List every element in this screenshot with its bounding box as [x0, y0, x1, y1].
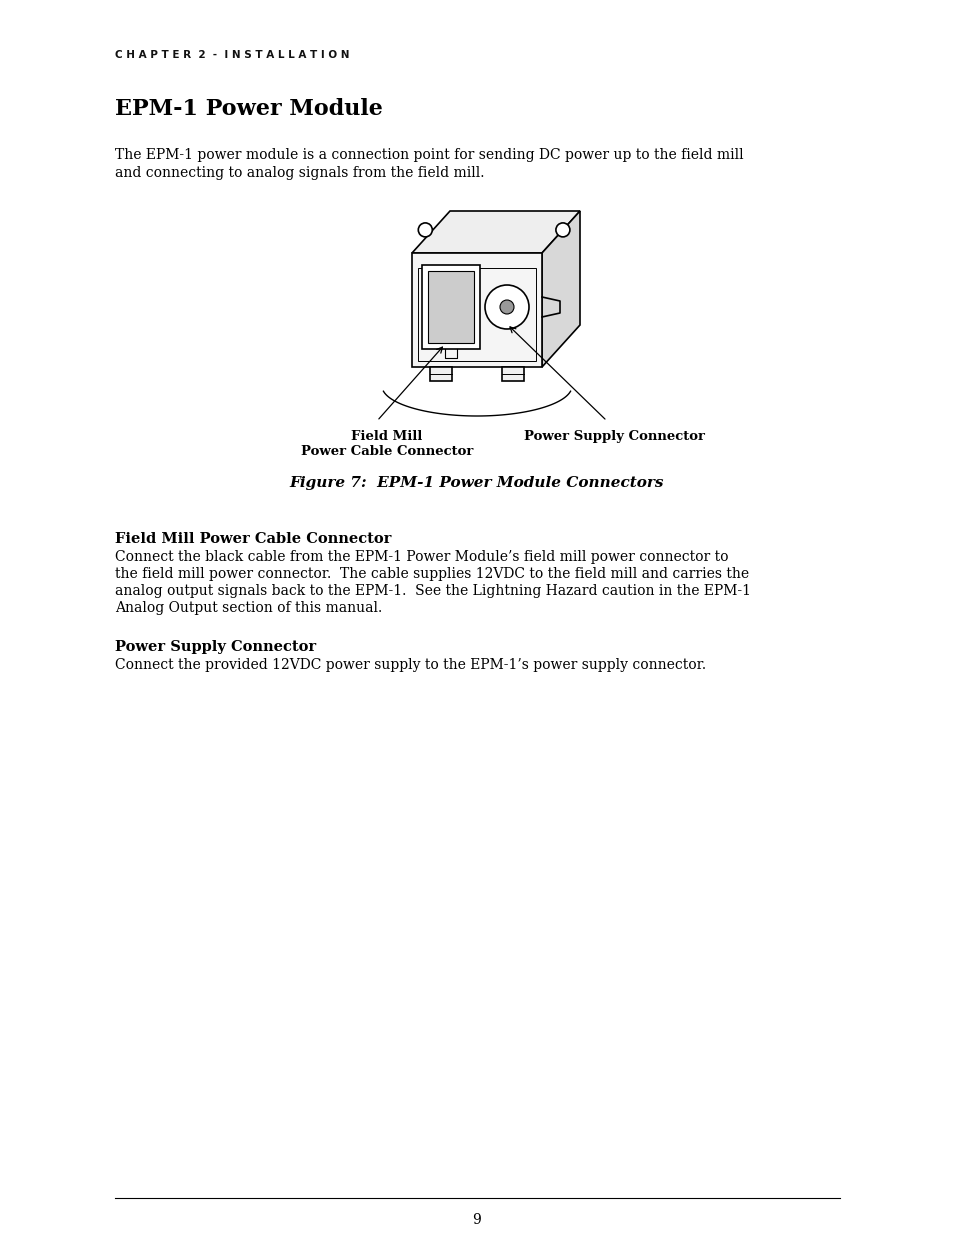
Text: Connect the black cable from the EPM-1 Power Module’s field mill power connector: Connect the black cable from the EPM-1 P… [115, 550, 728, 564]
Text: C H A P T E R  2  -  I N S T A L L A T I O N: C H A P T E R 2 - I N S T A L L A T I O … [115, 49, 349, 61]
Text: Power Supply Connector: Power Supply Connector [524, 430, 705, 443]
Bar [421, 266, 479, 350]
Circle shape [556, 222, 569, 237]
Text: The EPM-1 power module is a connection point for sending DC power up to the fiel: The EPM-1 power module is a connection p… [115, 148, 742, 162]
Polygon shape [412, 211, 579, 253]
Text: Power Cable Connector: Power Cable Connector [300, 445, 473, 458]
Text: Field Mill: Field Mill [351, 430, 422, 443]
Polygon shape [541, 211, 579, 367]
Text: 9: 9 [472, 1213, 481, 1228]
Text: Figure 7:  EPM-1 Power Module Connectors: Figure 7: EPM-1 Power Module Connectors [290, 475, 663, 490]
Text: and connecting to analog signals from the field mill.: and connecting to analog signals from th… [115, 165, 484, 180]
Text: the field mill power connector.  The cable supplies 12VDC to the field mill and : the field mill power connector. The cabl… [115, 567, 748, 580]
Text: Connect the provided 12VDC power supply to the EPM-1’s power supply connector.: Connect the provided 12VDC power supply … [115, 658, 705, 672]
Bar [428, 270, 474, 343]
Text: Field Mill Power Cable Connector: Field Mill Power Cable Connector [115, 532, 391, 546]
Circle shape [484, 285, 529, 329]
Polygon shape [430, 367, 452, 382]
Polygon shape [501, 367, 523, 382]
Text: analog output signals back to the EPM-1.  See the Lightning Hazard caution in th: analog output signals back to the EPM-1.… [115, 584, 750, 598]
Text: EPM-1 Power Module: EPM-1 Power Module [115, 98, 382, 120]
Circle shape [417, 222, 432, 237]
Polygon shape [412, 253, 541, 367]
Text: Analog Output section of this manual.: Analog Output section of this manual. [115, 601, 382, 615]
Bar [417, 268, 536, 361]
Circle shape [499, 300, 514, 314]
Text: Power Supply Connector: Power Supply Connector [115, 640, 315, 655]
